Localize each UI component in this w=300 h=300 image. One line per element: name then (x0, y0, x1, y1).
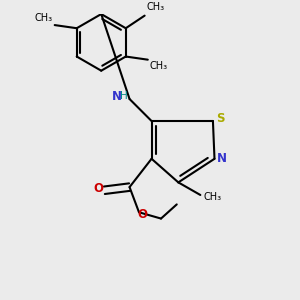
Text: H: H (120, 92, 128, 101)
Text: CH₃: CH₃ (149, 61, 167, 71)
Text: O: O (138, 208, 148, 221)
Text: O: O (94, 182, 104, 195)
Text: CH₃: CH₃ (146, 2, 164, 13)
Text: N: N (218, 152, 227, 165)
Text: CH₃: CH₃ (35, 13, 53, 22)
Text: N: N (112, 90, 122, 103)
Text: S: S (217, 112, 225, 125)
Text: CH₃: CH₃ (203, 191, 222, 202)
